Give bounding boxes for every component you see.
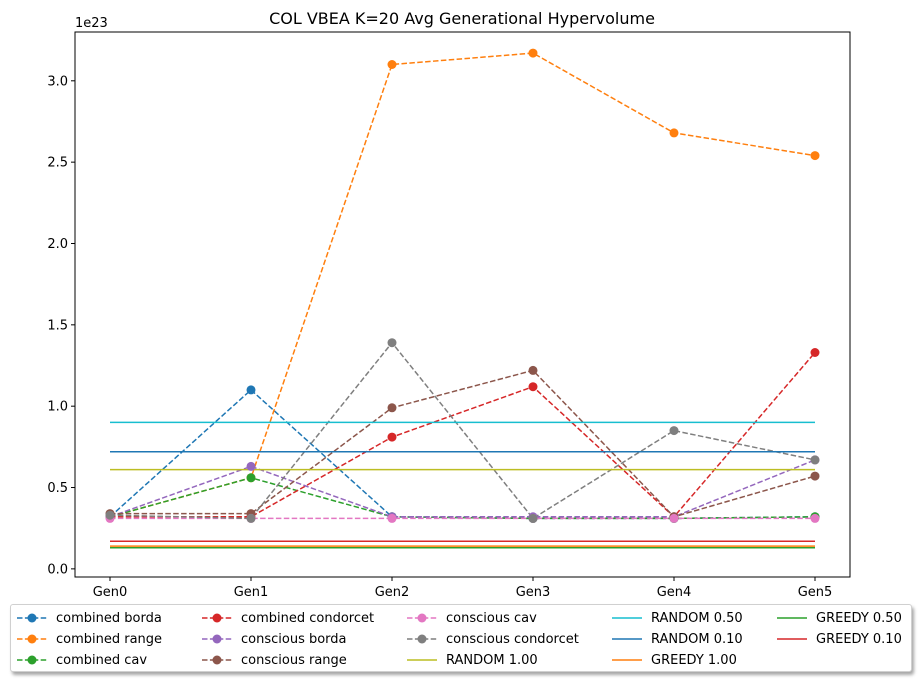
legend-swatch (612, 617, 642, 619)
legend: combined borda combined range combined cav… (10, 604, 912, 672)
y-tick-label: 3.0 (47, 74, 68, 89)
x-tick-label: Gen0 (93, 585, 128, 600)
data-point (669, 513, 679, 523)
legend-swatch (777, 638, 807, 640)
legend-label: conscious cav (446, 610, 537, 626)
legend-item: conscious cav (406, 608, 537, 628)
x-tick-label: Gen2 (375, 585, 410, 600)
x-tick-label: Gen5 (798, 585, 833, 600)
y-tick-label: 0.5 (47, 481, 68, 496)
x-tick-label: Gen1 (234, 585, 269, 600)
legend-swatch (407, 613, 437, 623)
legend-label: conscious range (241, 652, 347, 668)
legend-item: combined condorcet (201, 608, 374, 628)
legend-swatch (202, 634, 232, 644)
data-point (387, 513, 397, 523)
data-point (669, 426, 679, 436)
series-layer (105, 48, 820, 549)
legend-label: combined condorcet (241, 610, 375, 626)
legend-swatch (202, 655, 232, 665)
axes-layer: 0.0 0.5 1.0 1.5 2.0 2.5 3.0 Gen0 Gen1 Gen2 Gen3 Gen… (47, 31, 851, 600)
x-tick-label: Gen3 (516, 585, 551, 600)
series-line (109, 459, 816, 518)
data-point (528, 365, 538, 375)
data-point (669, 128, 679, 138)
y-tick-label: 0.0 (47, 562, 68, 577)
legend-item: conscious condorcet (406, 629, 579, 649)
chart-title: COL VBEA K=20 Avg Generational Hypervolu… (269, 9, 655, 28)
data-point (246, 461, 256, 471)
legend-item: RANDOM 0.10 (611, 629, 743, 649)
legend-item: GREEDY 1.00 (611, 650, 737, 670)
legend-swatch-marker (212, 634, 222, 644)
legend-swatch (612, 638, 642, 640)
legend-swatch-marker (27, 655, 37, 665)
legend-swatch (17, 634, 47, 644)
y-tick-label: 2.5 (47, 156, 68, 171)
data-point (528, 48, 538, 58)
legend-item: RANDOM 1.00 (406, 650, 538, 670)
legend-swatch (202, 613, 232, 623)
legend-swatch (612, 659, 642, 661)
legend-swatch (407, 659, 437, 661)
legend-label: conscious borda (241, 631, 347, 647)
legend-swatch-marker (417, 613, 427, 623)
data-point (246, 385, 256, 395)
legend-swatch-marker (212, 613, 222, 623)
series-line (109, 477, 816, 520)
y-tick-label: 1.5 (47, 318, 68, 333)
legend-item: conscious range (201, 650, 347, 670)
data-point (246, 473, 256, 483)
legend-label: GREEDY 1.00 (651, 652, 737, 668)
legend-label: combined borda (56, 610, 162, 626)
data-point (810, 455, 820, 465)
data-point (387, 338, 397, 348)
legend-swatch (407, 634, 437, 644)
data-point (246, 513, 256, 523)
legend-swatch-marker (417, 634, 427, 644)
data-point (528, 382, 538, 392)
legend-swatch (17, 613, 47, 623)
data-point (387, 403, 397, 413)
data-point (387, 60, 397, 69)
data-point (810, 151, 820, 161)
series-line (109, 388, 816, 520)
data-point (387, 432, 397, 442)
data-point (810, 513, 820, 523)
y-tick-label: 1.0 (47, 400, 68, 415)
legend-swatch-marker (212, 655, 222, 665)
legend-item: GREEDY 0.50 (776, 608, 902, 628)
legend-label: RANDOM 1.00 (446, 652, 538, 668)
series-line (110, 352, 816, 518)
legend-swatch (777, 617, 807, 619)
legend-label: conscious condorcet (446, 631, 579, 647)
legend-label: combined cav (56, 652, 148, 668)
legend-label: combined range (56, 631, 163, 647)
legend-item: GREEDY 0.10 (776, 629, 902, 649)
series-line (109, 52, 816, 518)
data-point (528, 513, 538, 523)
legend-swatch (17, 655, 47, 665)
y-tick-label: 2.0 (47, 237, 68, 252)
legend-item: combined borda (16, 608, 162, 628)
legend-label: GREEDY 0.50 (816, 610, 902, 626)
legend-label: RANDOM 0.50 (651, 610, 743, 626)
series-line (109, 341, 816, 520)
legend-label: RANDOM 0.10 (651, 631, 743, 647)
plot-frame (74, 31, 851, 578)
legend-swatch-marker (27, 634, 37, 644)
legend-item: conscious borda (201, 629, 347, 649)
legend-item: combined range (16, 629, 162, 649)
data-point (810, 348, 820, 357)
x-tick-label: Gen4 (657, 585, 692, 600)
legend-item: combined cav (16, 650, 147, 670)
y-offset-label: 1e23 (75, 16, 108, 31)
legend-swatch-marker (27, 613, 37, 623)
chart: COL VBEA K=20 Avg Generational Hypervolu… (47, 9, 851, 600)
legend-item: RANDOM 0.50 (611, 608, 743, 628)
data-point (105, 510, 115, 520)
data-point (810, 471, 820, 481)
series-line (110, 369, 816, 518)
legend-label: GREEDY 0.10 (816, 631, 902, 647)
